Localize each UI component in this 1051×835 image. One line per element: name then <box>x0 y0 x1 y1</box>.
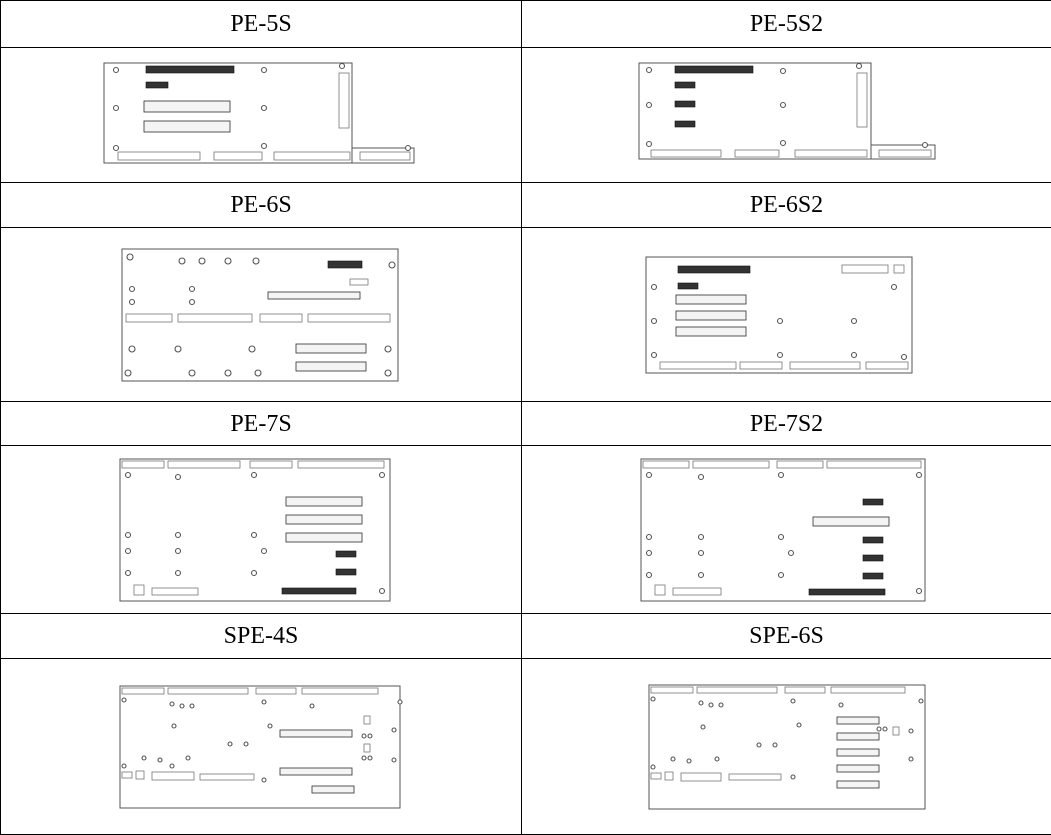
pe-7s2-board-drawing <box>637 455 937 605</box>
label-pe-5s: PE-5S <box>1 1 522 48</box>
label-pe-6s2: PE-6S2 <box>522 183 1051 228</box>
pe-6s-board-drawing <box>118 245 404 385</box>
label-spe-6s: SPE-6S <box>522 614 1051 659</box>
drawing-cell-spe-4s <box>1 659 522 835</box>
pe-7s-board-drawing <box>116 455 406 605</box>
spe-4s-board-drawing <box>116 682 406 812</box>
pe-6s2-board-drawing <box>642 253 932 377</box>
label-spe-4s: SPE-4S <box>1 614 522 659</box>
label-pe-6s: PE-6S <box>1 183 522 228</box>
label-pe-7s2: PE-7S2 <box>522 402 1051 446</box>
drawing-cell-pe-5s <box>1 48 522 183</box>
drawing-cell-pe-6s2 <box>522 228 1051 402</box>
label-pe-7s: PE-7S <box>1 402 522 446</box>
pe-5s-board-drawing <box>96 58 426 173</box>
pe-5s2-board-drawing <box>631 59 943 171</box>
drawing-cell-spe-6s <box>522 659 1051 835</box>
label-pe-5s2: PE-5S2 <box>522 1 1051 48</box>
drawing-cell-pe-7s2 <box>522 446 1051 614</box>
spe-6s-board-drawing <box>645 681 929 813</box>
drawing-cell-pe-5s2 <box>522 48 1051 183</box>
drawing-cell-pe-7s <box>1 446 522 614</box>
drawing-cell-pe-6s <box>1 228 522 402</box>
